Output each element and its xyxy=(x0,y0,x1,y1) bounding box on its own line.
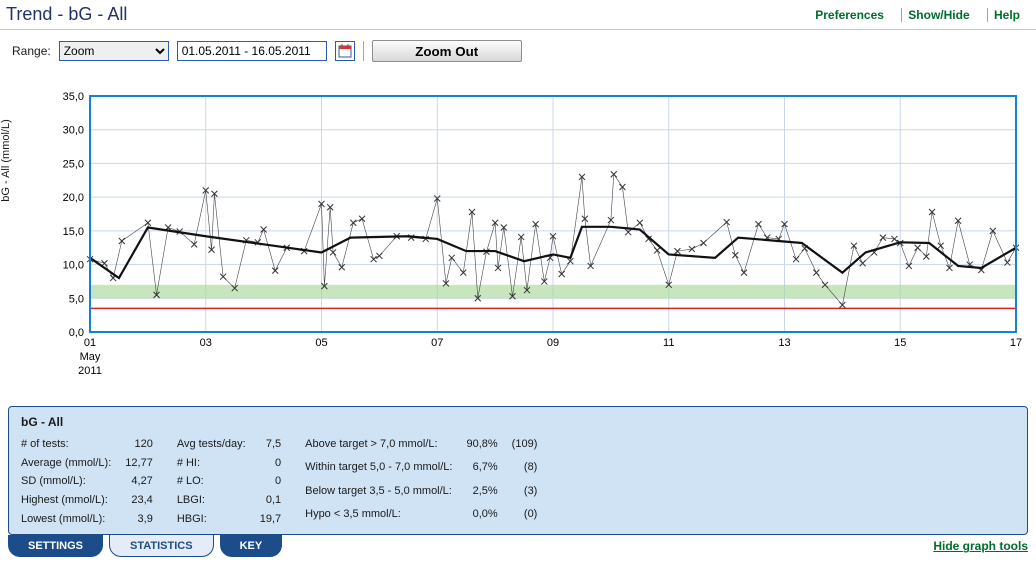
range-label: Range: xyxy=(12,44,51,58)
stat-count: (109) xyxy=(512,435,538,458)
stat-label: Above target > 7,0 mmol/L: xyxy=(305,435,452,458)
stat-value: 2,5% xyxy=(466,482,497,505)
y-axis-label: bG - All (mmol/L) xyxy=(0,119,12,202)
svg-text:09: 09 xyxy=(547,337,559,349)
stat-value: 0,0% xyxy=(466,505,497,528)
stat-value: 23,4 xyxy=(125,491,153,510)
svg-text:10,0: 10,0 xyxy=(63,260,84,272)
page-title: Trend - bG - All xyxy=(6,4,127,25)
stat-label: Hypo < 3,5 mmol/L: xyxy=(305,505,452,528)
stat-value: 0 xyxy=(260,472,281,491)
stat-label: Within target 5,0 - 7,0 mmol/L: xyxy=(305,458,452,481)
hide-graph-tools-link[interactable]: Hide graph tools xyxy=(933,539,1028,553)
stat-value: 7,5 xyxy=(260,435,281,454)
stat-label: Lowest (mmol/L): xyxy=(21,510,111,529)
bottom-bar: SETTINGS STATISTICS KEY Hide graph tools xyxy=(8,535,1028,557)
svg-text:0,0: 0,0 xyxy=(69,327,84,339)
tab-statistics[interactable]: STATISTICS xyxy=(109,535,214,557)
stat-value: 90,8% xyxy=(466,435,497,458)
svg-text:15,0: 15,0 xyxy=(63,226,84,238)
stat-count: (0) xyxy=(512,505,538,528)
stat-label: SD (mmol/L): xyxy=(21,472,111,491)
svg-text:20,0: 20,0 xyxy=(63,192,84,204)
chart-area: bG - All (mmol/L) 0,05,010,015,020,025,0… xyxy=(8,88,1028,398)
svg-text:11: 11 xyxy=(663,337,674,349)
svg-text:35,0: 35,0 xyxy=(63,91,84,103)
header-links: Preferences Show/Hide Help xyxy=(801,8,1026,22)
toolbar: Range: Zoom Zoom Out xyxy=(0,30,1036,68)
statistics-panel: bG - All # of tests: 120 Average (mmol/L):… xyxy=(8,406,1028,535)
stat-label: Highest (mmol/L): xyxy=(21,491,111,510)
stat-value: 0 xyxy=(260,454,281,473)
stats-grid: # of tests: 120 Average (mmol/L): 12,77 SD (… xyxy=(21,435,1015,528)
stat-value: 12,77 xyxy=(125,454,153,473)
stats-heading: bG - All xyxy=(21,415,1015,429)
stat-value: 4,27 xyxy=(125,472,153,491)
svg-text:25,0: 25,0 xyxy=(63,158,84,170)
stat-label: # HI: xyxy=(177,454,246,473)
preferences-link[interactable]: Preferences xyxy=(809,8,890,22)
stat-label: Avg tests/day: xyxy=(177,435,246,454)
stat-label: Average (mmol/L): xyxy=(21,454,111,473)
svg-text:03: 03 xyxy=(200,337,212,349)
stat-count: (3) xyxy=(512,482,538,505)
stat-value: 3,9 xyxy=(125,510,153,529)
showhide-link[interactable]: Show/Hide xyxy=(901,8,975,22)
svg-text:30,0: 30,0 xyxy=(63,125,84,137)
stat-label: HBGI: xyxy=(177,510,246,529)
svg-text:13: 13 xyxy=(778,337,790,349)
svg-text:5,0: 5,0 xyxy=(69,293,84,305)
svg-text:May: May xyxy=(80,351,101,363)
date-range-input[interactable] xyxy=(177,41,327,61)
stat-value: 19,7 xyxy=(260,510,281,529)
stat-value: 0,1 xyxy=(260,491,281,510)
stat-value: 6,7% xyxy=(466,458,497,481)
stat-label: LBGI: xyxy=(177,491,246,510)
trend-chart[interactable]: 0,0 5,0 10,0 15,0 20,0 25,0 30,0 35,0 01 03 05 07 09… xyxy=(54,88,1024,388)
tab-settings[interactable]: SETTINGS xyxy=(8,535,103,557)
tab-key[interactable]: KEY xyxy=(220,535,283,557)
svg-text:17: 17 xyxy=(1010,337,1022,349)
svg-text:01: 01 xyxy=(84,337,96,349)
stat-label: # LO: xyxy=(177,472,246,491)
svg-text:2011: 2011 xyxy=(78,365,102,377)
stat-count: (8) xyxy=(512,458,538,481)
stat-label: # of tests: xyxy=(21,435,111,454)
toolbar-separator xyxy=(363,41,364,61)
zoom-out-button[interactable]: Zoom Out xyxy=(372,40,522,62)
stat-value: 120 xyxy=(125,435,153,454)
svg-text:15: 15 xyxy=(894,337,906,349)
svg-text:05: 05 xyxy=(315,337,327,349)
help-link[interactable]: Help xyxy=(987,8,1026,22)
title-bar: Trend - bG - All Preferences Show/Hide H… xyxy=(0,0,1036,30)
svg-text:07: 07 xyxy=(431,337,443,349)
range-select[interactable]: Zoom xyxy=(59,41,169,61)
calendar-icon[interactable] xyxy=(335,41,355,61)
stat-label: Below target 3,5 - 5,0 mmol/L: xyxy=(305,482,452,505)
